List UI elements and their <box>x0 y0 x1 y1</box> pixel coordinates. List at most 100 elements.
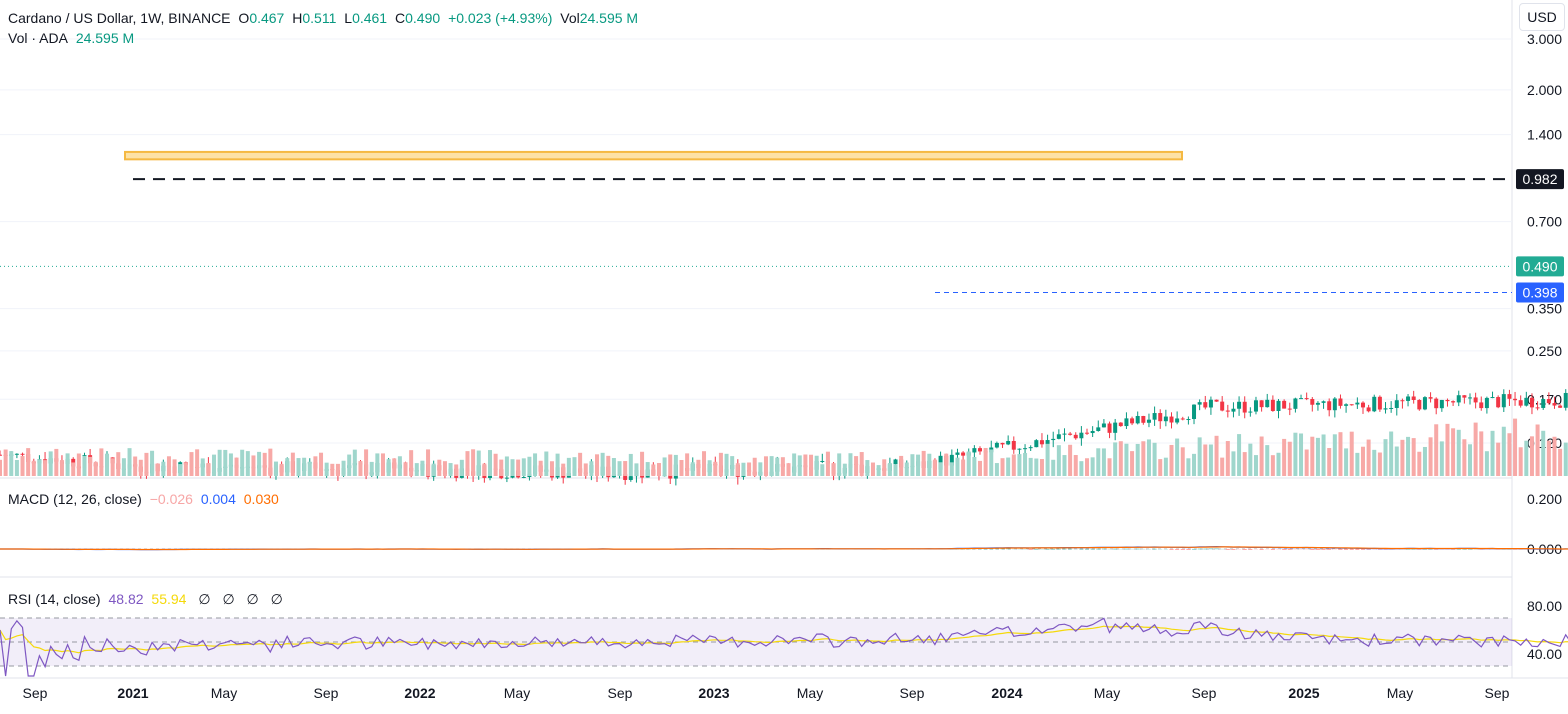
candle-body <box>1541 399 1546 408</box>
volume-bar <box>493 453 498 476</box>
volume-bar <box>521 458 526 476</box>
volume-bar <box>302 457 307 476</box>
volume-bar <box>228 453 233 476</box>
candle-body <box>1237 401 1242 409</box>
volume-bar <box>656 463 661 476</box>
volume-bar <box>859 452 864 476</box>
volume-bar <box>972 457 977 476</box>
volume-bar <box>386 459 391 476</box>
volume-bar <box>1045 443 1050 476</box>
candle-body <box>20 453 25 455</box>
candle-body <box>1513 398 1518 401</box>
volume-bar <box>961 459 966 476</box>
candle-body <box>14 453 19 455</box>
volume-bar <box>673 454 678 476</box>
volume-bar <box>1039 459 1044 476</box>
candle-body <box>1462 395 1467 398</box>
volume-bar <box>623 461 628 476</box>
volume-bar <box>1377 452 1382 476</box>
volume-bar <box>578 452 583 476</box>
volume-bar <box>628 453 633 476</box>
volume-bar <box>780 457 785 476</box>
volume-bar <box>1558 448 1563 476</box>
volume-bar <box>837 453 842 476</box>
candle-body <box>504 477 509 479</box>
volume-bar <box>713 461 718 476</box>
candle-body <box>1468 397 1472 399</box>
candle-body <box>955 452 960 455</box>
volume-bar <box>37 459 42 476</box>
candle-body <box>1428 397 1433 399</box>
candle-body <box>0 454 2 456</box>
candle-body <box>1169 416 1174 423</box>
volume-bar <box>1090 457 1095 476</box>
volume-bar <box>994 463 999 476</box>
candle-body <box>1017 448 1022 450</box>
candle-body <box>1332 398 1337 411</box>
price-tick-label: 0.250 <box>1527 343 1562 359</box>
time-tick-label: 2021 <box>117 685 148 701</box>
volume-bar <box>144 452 149 476</box>
volume-bar <box>1220 457 1225 476</box>
volume-bar <box>825 451 830 476</box>
volume-bar <box>668 454 673 476</box>
candle-body <box>1090 430 1095 434</box>
volume-bar <box>206 463 211 476</box>
candle-body <box>1524 397 1529 406</box>
volume-bar <box>1259 436 1264 476</box>
candle-body <box>1259 400 1264 408</box>
candle-body <box>1304 398 1309 400</box>
volume-bar <box>347 454 352 476</box>
volume-bar <box>1141 441 1146 476</box>
volume-bar <box>178 464 183 476</box>
candle-body <box>1490 397 1495 399</box>
volume-bar <box>533 453 538 476</box>
volume-bar <box>707 460 712 476</box>
volume-bar <box>1439 441 1444 476</box>
volume-bar <box>488 450 492 476</box>
volume-bar <box>172 459 177 476</box>
volume-bar <box>307 461 312 476</box>
volume-bar <box>696 459 701 476</box>
volume-bar <box>1282 438 1287 476</box>
volume-bar <box>1411 438 1416 476</box>
volume-bar <box>758 462 763 476</box>
time-tick-label: Sep <box>900 685 925 701</box>
volume-bar <box>341 460 346 476</box>
volume-bar <box>769 456 774 476</box>
volume-bar <box>854 456 859 476</box>
volume-bar <box>234 457 239 476</box>
volume-bar <box>1484 451 1489 476</box>
volume-bar <box>702 451 707 476</box>
price-tick-label: 0.350 <box>1527 301 1562 317</box>
volume-bar <box>397 456 402 476</box>
candle-body <box>1265 399 1270 408</box>
volume-bar <box>797 455 802 476</box>
volume-bar <box>1501 426 1506 476</box>
volume-bar <box>504 456 509 476</box>
volume-bar <box>1372 449 1377 476</box>
volume-bar <box>944 453 949 476</box>
volume-bar <box>1321 434 1326 476</box>
volume-bar <box>1085 458 1090 476</box>
candle-body <box>1507 394 1512 399</box>
candle-body <box>1406 396 1411 401</box>
volume-bar <box>899 455 904 476</box>
volume-bar <box>1186 458 1191 476</box>
volume-bar <box>121 458 126 476</box>
volume-bar <box>251 455 256 476</box>
volume-bar <box>595 454 600 476</box>
candle-body <box>1552 403 1557 406</box>
candle-body <box>1242 401 1247 413</box>
volume-bar <box>54 448 59 476</box>
volume-bar <box>420 460 425 476</box>
volume-bar <box>442 461 447 476</box>
volume-bar <box>927 453 932 476</box>
candle-body <box>1360 402 1365 408</box>
candle-body <box>1394 400 1399 408</box>
volume-bar <box>1366 439 1371 476</box>
candle-body <box>1203 402 1208 408</box>
candle-body <box>1220 401 1225 411</box>
volume-bar <box>1428 437 1433 476</box>
volume-bar <box>876 465 881 476</box>
